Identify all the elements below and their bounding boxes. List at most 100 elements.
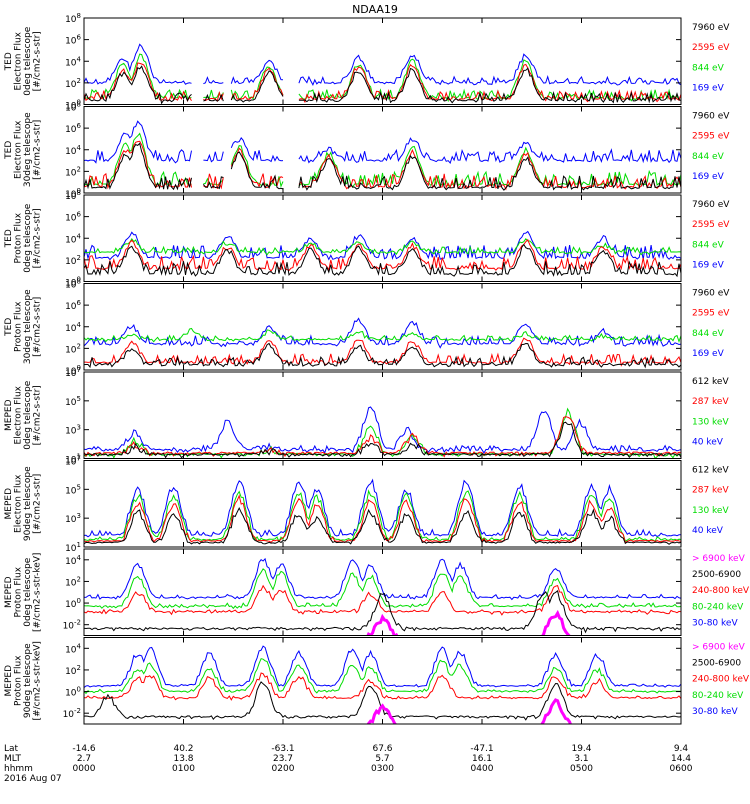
series-blue bbox=[84, 120, 681, 165]
y-axis-label: 0deg telescope bbox=[23, 557, 33, 627]
y-tick-label: 102 bbox=[65, 77, 81, 90]
legend-entry: 169 eV bbox=[692, 83, 725, 93]
legend-entry: 2595 eV bbox=[692, 309, 730, 319]
legend-entry: 169 eV bbox=[692, 349, 725, 359]
series-blue bbox=[84, 645, 681, 688]
axis-row-label: MLT bbox=[4, 754, 22, 764]
time-axis-hhmm: 0400 bbox=[471, 764, 494, 774]
legend-entry: 169 eV bbox=[692, 260, 725, 270]
legend-entry: 2595 eV bbox=[692, 43, 730, 53]
y-axis-label: [#/cm2-s-str] bbox=[33, 385, 43, 445]
y-axis-label: Proton Flux bbox=[14, 301, 24, 352]
y-tick-label: 105 bbox=[65, 395, 81, 408]
plot-title: NDAA19 bbox=[352, 3, 398, 16]
y-axis-label: MEPED bbox=[4, 665, 14, 697]
y-axis-label: [#/cm2-s-str-keV] bbox=[33, 641, 43, 720]
y-tick-label: 10-2 bbox=[63, 707, 81, 720]
time-axis-hhmm: 0500 bbox=[570, 764, 593, 774]
y-tick-label: 102 bbox=[65, 165, 81, 178]
y-tick-label: 103 bbox=[65, 512, 81, 525]
series-blue bbox=[84, 557, 681, 601]
y-axis-label: 90deg telescope bbox=[23, 643, 33, 718]
panel-3: 100 102 104 106 108 TED Proton Flux 0deg telesc… bbox=[4, 189, 730, 289]
series-green bbox=[84, 489, 681, 543]
panel-4: 100 102 104 106 108 TED Proton Flux 30deg teles… bbox=[4, 278, 730, 378]
series-black bbox=[84, 590, 681, 634]
legend-entry: 612 keV bbox=[692, 377, 729, 387]
legend-entry: 30-80 keV bbox=[692, 707, 738, 717]
series-red bbox=[84, 62, 681, 104]
y-axis-label: [#/cm2-s-str] bbox=[33, 31, 43, 91]
legend-entry: 844 eV bbox=[692, 240, 725, 250]
y-axis-label: 0deg telescope bbox=[23, 26, 33, 96]
series-green bbox=[84, 327, 681, 344]
y-tick-label: 104 bbox=[65, 144, 81, 157]
y-tick-label: 104 bbox=[65, 55, 81, 68]
series-magenta bbox=[366, 609, 571, 636]
panel-8: 10-2 100 102 104 MEPED Proton Flux 90deg teles… bbox=[4, 637, 750, 725]
legend-entry: 40 keV bbox=[692, 526, 724, 536]
panel-frame bbox=[83, 17, 682, 105]
y-tick-label: 10-2 bbox=[63, 619, 81, 632]
series-blue bbox=[84, 406, 681, 455]
y-tick-label: 102 bbox=[65, 575, 81, 588]
y-axis-label: Electron Flux bbox=[14, 120, 24, 179]
y-tick-label: 108 bbox=[65, 101, 81, 114]
y-tick-label: 104 bbox=[65, 321, 81, 334]
legend-entry: 240-800 keV bbox=[692, 586, 750, 596]
time-axis-lat: -14.6 bbox=[72, 744, 96, 754]
axis-row-label: 2016 Aug 07 bbox=[4, 774, 62, 784]
y-tick-label: 103 bbox=[65, 424, 81, 437]
time-axis-hhmm: 0100 bbox=[172, 764, 195, 774]
y-tick-label: 100 bbox=[65, 187, 81, 200]
y-tick-label: 107 bbox=[65, 455, 81, 468]
series-red bbox=[84, 494, 681, 544]
legend-entry: 80-240 keV bbox=[692, 691, 744, 701]
y-tick-label: 104 bbox=[65, 232, 81, 245]
legend-entry: 169 eV bbox=[692, 172, 725, 182]
series-green bbox=[84, 568, 681, 610]
series-green bbox=[84, 132, 681, 189]
y-axis-label: Proton Flux bbox=[14, 566, 24, 617]
y-axis-label: [#/cm2-s-str-keV] bbox=[33, 553, 43, 632]
y-tick-label: 108 bbox=[65, 278, 81, 291]
series-blue bbox=[84, 317, 681, 349]
y-tick-label: 101 bbox=[65, 453, 81, 466]
y-axis-label: [#/cm2-s-str] bbox=[33, 297, 43, 357]
y-tick-label: 106 bbox=[65, 211, 81, 224]
y-tick-label: 104 bbox=[65, 642, 81, 655]
legend-entry: 130 keV bbox=[692, 417, 729, 427]
legend-entry: 7960 eV bbox=[692, 23, 730, 33]
y-tick-label: 106 bbox=[65, 122, 81, 135]
legend-entry: 7960 eV bbox=[692, 112, 730, 122]
y-axis-label: 0deg telescope bbox=[23, 380, 33, 450]
time-axis-lat: 40.2 bbox=[173, 744, 193, 754]
series-red bbox=[84, 337, 681, 367]
series-green bbox=[84, 53, 681, 103]
y-tick-label: 100 bbox=[65, 686, 81, 699]
y-axis-label: TED bbox=[4, 141, 14, 160]
y-axis-label: Electron Flux bbox=[14, 31, 24, 90]
time-axis-mlt: 14.4 bbox=[671, 754, 691, 764]
y-tick-label: 102 bbox=[65, 254, 81, 267]
time-axis-hhmm: 0300 bbox=[371, 764, 394, 774]
time-axis-mlt: 3.1 bbox=[574, 754, 588, 764]
y-axis-label: TED bbox=[4, 52, 14, 71]
series-red bbox=[84, 672, 681, 701]
time-axis-lat: 67.6 bbox=[372, 744, 392, 754]
legend-entry: 2500-6900 bbox=[692, 659, 741, 669]
y-tick-label: 106 bbox=[65, 34, 81, 47]
y-axis-label: [#/cm2-s-str] bbox=[33, 120, 43, 180]
panel-8-series bbox=[84, 645, 681, 724]
y-axis-label: Electron Flux bbox=[14, 385, 24, 444]
y-tick-label: 108 bbox=[65, 12, 81, 25]
series-black bbox=[84, 65, 681, 105]
series-green bbox=[84, 658, 681, 695]
y-axis-label: TED bbox=[4, 229, 14, 248]
time-axis-mlt: 16.1 bbox=[472, 754, 492, 764]
legend-entry: 2595 eV bbox=[692, 220, 730, 230]
